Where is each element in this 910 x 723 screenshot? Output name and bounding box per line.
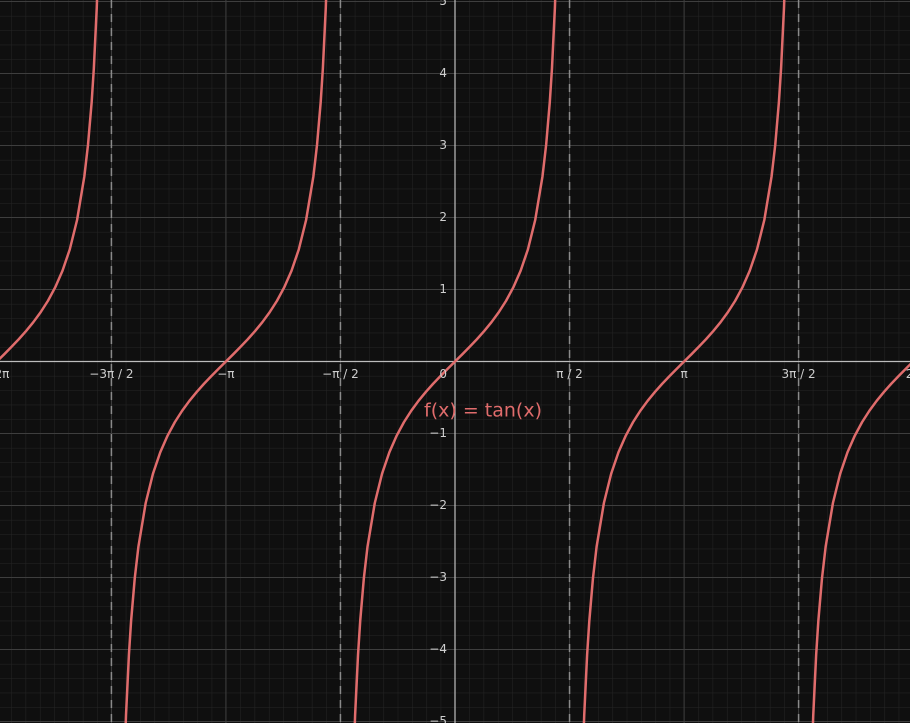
y-tick-label: 1: [439, 282, 447, 296]
y-tick-label: 2: [439, 210, 447, 224]
y-tick-label: −5: [429, 714, 447, 723]
y-tick-label: −3: [429, 570, 447, 584]
y-tick-label: −2: [429, 498, 447, 512]
x-tick-label: −π / 2: [322, 367, 359, 381]
y-tick-label: −1: [429, 426, 447, 440]
x-tick-label: 0: [439, 367, 447, 381]
series-label: f(x) = tan(x): [424, 400, 542, 422]
y-tick-label: 3: [439, 138, 447, 152]
x-tick-label: −2π: [0, 367, 9, 381]
x-tick-label: 2π: [906, 367, 910, 381]
x-tick-label: π / 2: [556, 367, 583, 381]
x-tick-label: −3π / 2: [89, 367, 133, 381]
y-tick-label: 4: [439, 66, 447, 80]
y-tick-label: −4: [429, 642, 447, 656]
x-tick-label: −π: [217, 367, 234, 381]
x-tick-label: π: [680, 367, 687, 381]
y-tick-label: 5: [439, 0, 447, 8]
x-tick-label: 3π / 2: [781, 367, 815, 381]
